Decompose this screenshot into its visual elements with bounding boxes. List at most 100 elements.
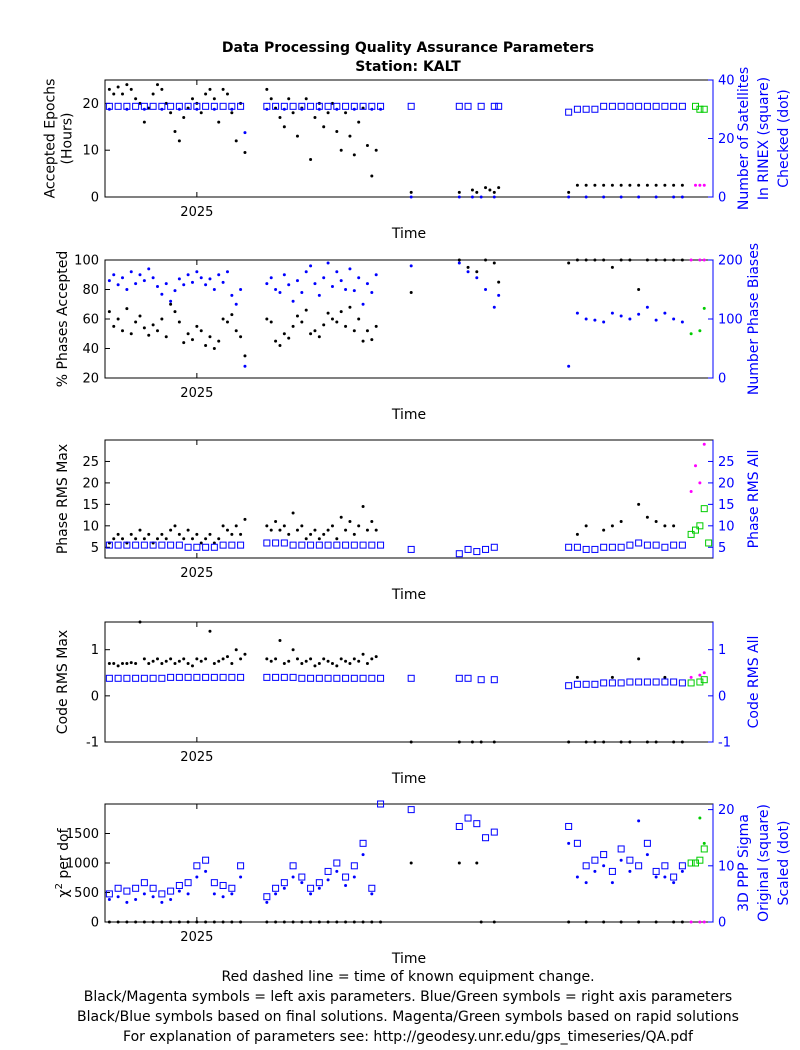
data-point-dot: [230, 293, 234, 297]
data-point-dot: [269, 97, 273, 101]
data-point-dot: [291, 920, 295, 924]
data-point-dot: [654, 740, 658, 744]
right-tick-label: 20: [718, 132, 735, 147]
right-tick-label: 10: [718, 859, 735, 874]
data-point-square: [114, 674, 122, 682]
left-axis-label: Phase RMS Max: [55, 444, 71, 554]
data-point-square: [350, 674, 358, 682]
data-point-dot: [475, 276, 479, 280]
data-point-square: [114, 884, 122, 892]
data-point-dot: [344, 324, 348, 328]
data-point-square: [132, 102, 140, 110]
data-point-square: [670, 678, 678, 686]
data-point-dot: [672, 258, 676, 262]
right-tick-label: 0: [718, 916, 726, 931]
data-point-square: [652, 102, 660, 110]
data-point-square: [626, 102, 634, 110]
data-point-dot: [339, 515, 343, 519]
data-point-dot: [313, 282, 317, 286]
data-point-square: [175, 541, 183, 549]
data-point-square: [617, 679, 625, 687]
data-point-square: [105, 541, 113, 549]
data-point-square: [700, 505, 708, 513]
left-axis-label: Accepted Epochs: [43, 79, 59, 199]
data-point-dot: [112, 92, 116, 96]
data-point-dot: [282, 107, 286, 111]
data-point-square: [582, 105, 590, 113]
data-point-square: [464, 674, 472, 682]
data-point-dot: [584, 258, 588, 262]
data-point-square: [149, 541, 157, 549]
series-4: [694, 183, 706, 187]
right-tick-label: 1: [718, 643, 726, 658]
data-point-dot: [116, 532, 120, 536]
data-point-square: [140, 674, 148, 682]
right-tick-label: 0: [718, 372, 726, 387]
data-point-square: [678, 862, 686, 870]
data-point-dot: [291, 111, 295, 115]
left-tick-label: 1500: [66, 827, 99, 842]
left-tick-label: 0: [91, 916, 99, 931]
data-point-square: [490, 543, 498, 551]
data-point-dot: [204, 344, 208, 348]
x-tick-label: 2025: [180, 386, 213, 401]
data-point-dot: [234, 648, 238, 652]
data-point-dot: [230, 107, 234, 111]
data-point-square: [307, 884, 315, 892]
data-point-dot: [204, 92, 208, 96]
data-point-square: [565, 108, 573, 116]
data-point-dot: [313, 664, 317, 668]
data-point-square: [377, 800, 385, 808]
right-tick-label: 200: [718, 254, 743, 269]
panel-2: 20 40 60 80 100 0 100 200 2025 Time % Phases Accep…: [55, 243, 762, 423]
data-point-square: [473, 820, 481, 828]
data-point-dot: [208, 335, 212, 339]
data-point-dot: [672, 881, 676, 885]
data-point-square: [573, 839, 581, 847]
data-point-dot: [335, 129, 339, 133]
data-point-square: [193, 543, 201, 551]
data-point-dot: [361, 920, 365, 924]
data-point-dot: [269, 659, 273, 663]
data-point-square: [678, 102, 686, 110]
data-point-dot: [212, 288, 216, 291]
data-point-square: [670, 873, 678, 881]
data-point-dot: [317, 920, 321, 924]
data-point-dot: [116, 283, 120, 287]
data-point-dot: [575, 311, 579, 315]
data-point-square: [114, 541, 122, 549]
left-tick-label: 0: [91, 689, 99, 704]
data-point-dot: [628, 869, 632, 873]
data-point-dot: [186, 528, 190, 532]
data-point-dot: [492, 305, 496, 309]
panel-1: 0 10 20 0 20 40 2025 Time Accepted Epochs (Hours)…: [43, 67, 793, 242]
data-point-dot: [147, 267, 151, 271]
left-tick-label: 25: [82, 455, 99, 470]
data-point-square: [652, 867, 660, 875]
data-point-dot: [278, 290, 282, 294]
data-point-dot: [112, 324, 116, 328]
data-point-dot: [151, 92, 155, 96]
data-point-dot: [265, 107, 269, 111]
series-4: [689, 306, 706, 336]
data-point-dot: [142, 920, 146, 924]
series-4: [687, 676, 708, 687]
data-point-square: [307, 102, 315, 110]
data-point-square: [635, 539, 643, 547]
data-point-square: [591, 680, 599, 688]
data-point-dot: [702, 841, 706, 845]
right-tick-label: 100: [718, 313, 743, 328]
data-point-dot: [300, 320, 304, 324]
data-point-square: [482, 545, 490, 553]
right-tick-label: 20: [718, 803, 735, 818]
data-point-dot: [322, 125, 326, 129]
data-point-dot: [645, 740, 649, 744]
data-point-dot: [374, 324, 378, 328]
data-point-dot: [374, 148, 378, 152]
data-point-dot: [680, 195, 684, 199]
data-point-dot: [317, 662, 321, 666]
data-point-dot: [129, 87, 133, 91]
data-point-square: [149, 102, 157, 110]
data-point-dot: [339, 657, 343, 661]
data-point-dot: [138, 314, 142, 318]
